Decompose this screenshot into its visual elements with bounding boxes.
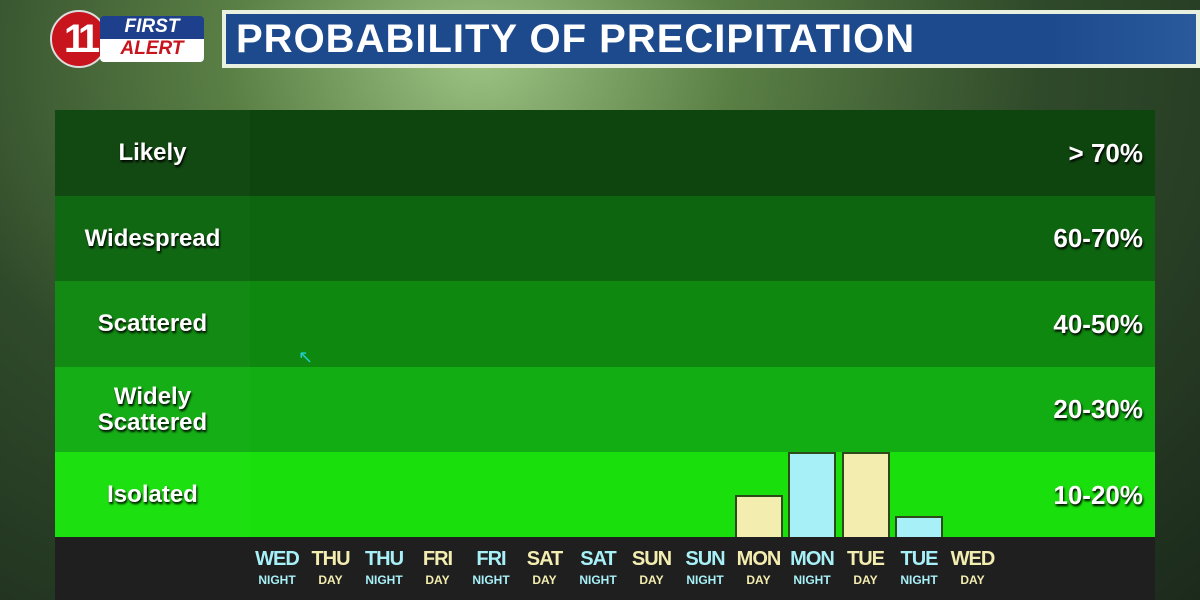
x-tick-label: WED NIGHT: [250, 548, 304, 587]
band-range: > 70%: [1068, 137, 1143, 168]
logo-text: FIRST ALERT: [100, 16, 204, 62]
band-label: Widely Scattered: [97, 382, 208, 436]
band-label: Widespread: [84, 224, 221, 252]
band-range: 60-70%: [1053, 223, 1143, 253]
band-1: Widespread 60-70%: [55, 195, 1155, 282]
band-range: 20-30%: [1053, 394, 1143, 424]
band-3: Widely Scattered 20-30%: [55, 366, 1155, 453]
tick-period: DAY: [960, 573, 985, 587]
bar-tue-day: [841, 452, 890, 537]
tick-period: DAY: [639, 573, 664, 587]
mouse-cursor-icon: ↖: [298, 347, 314, 367]
tick-day: MON: [736, 548, 782, 570]
tick-day: FRI: [476, 548, 506, 570]
tick-day: TUE: [847, 548, 885, 570]
band-4: Isolated 10-20%: [55, 452, 1155, 538]
tick-period: DAY: [532, 573, 557, 587]
x-tick-label: THU NIGHT: [357, 548, 411, 587]
x-tick-label: MON DAY: [732, 548, 786, 587]
x-tick-label: MON NIGHT: [785, 548, 839, 587]
x-tick-label: SUN DAY: [625, 548, 679, 587]
tick-day: FRI: [422, 548, 453, 570]
x-tick-label: FRI NIGHT: [464, 548, 518, 587]
tick-day: TUE: [900, 548, 939, 570]
x-tick-label: FRI DAY: [411, 548, 465, 587]
tick-period: DAY: [853, 573, 878, 587]
x-tick-label: TUE NIGHT: [892, 548, 946, 587]
tick-period: NIGHT: [900, 573, 938, 587]
band-0: Likely > 70%: [55, 110, 1155, 196]
tick-day: WED: [255, 548, 300, 570]
x-tick-label: SAT DAY: [518, 548, 572, 587]
band-range: 10-20%: [1053, 479, 1143, 510]
bar-mon-night: [788, 452, 836, 537]
band-label: Likely: [118, 139, 187, 166]
tick-period: NIGHT: [472, 573, 510, 587]
tick-day: MON: [790, 548, 835, 570]
tick-period: NIGHT: [365, 573, 403, 587]
tick-period: NIGHT: [258, 573, 296, 587]
bar-mon-day: [734, 494, 783, 537]
page-title: PROBABILITY OF PRECIPITATION: [226, 14, 1196, 64]
band-range: 40-50%: [1053, 308, 1143, 339]
logo-number: 11: [50, 10, 108, 68]
x-tick-label: TUE DAY: [839, 548, 893, 587]
probability-bands: Likely > 70% Widespread 60-70% Scattered 40-5…: [55, 110, 1155, 600]
title-banner: PROBABILITY OF PRECIPITATION: [222, 10, 1200, 68]
band-2: Scattered 40-50%: [55, 281, 1155, 367]
tick-day: THU: [364, 548, 404, 570]
x-tick-label: SAT NIGHT: [571, 548, 625, 587]
tick-period: NIGHT: [686, 573, 724, 587]
x-tick-label: WED DAY: [946, 548, 1000, 587]
band-label: Isolated: [107, 481, 198, 508]
tick-day: SUN: [631, 548, 672, 570]
x-tick-label: SUN NIGHT: [678, 548, 732, 587]
tick-day: SAT: [526, 548, 564, 570]
tick-period: NIGHT: [793, 573, 831, 587]
first-alert-logo: 11 FIRST ALERT: [50, 10, 205, 68]
tick-day: SUN: [685, 548, 725, 570]
x-tick-label: THU DAY: [304, 548, 358, 587]
tick-day: THU: [311, 548, 350, 570]
bar-tue-night: [895, 515, 943, 537]
tick-period: NIGHT: [579, 573, 617, 587]
tick-day: WED: [950, 548, 996, 570]
tick-period: DAY: [425, 573, 450, 587]
tick-period: DAY: [746, 573, 771, 587]
tick-day: SAT: [580, 548, 617, 570]
band-label: Scattered: [97, 310, 208, 337]
x-axis-bar: [55, 537, 1155, 600]
tick-period: DAY: [318, 573, 343, 587]
